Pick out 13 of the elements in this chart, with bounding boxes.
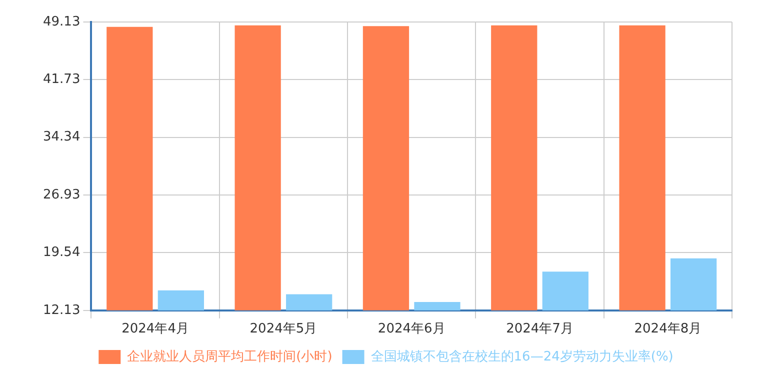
- x-tick-label: 2024年5月: [250, 322, 318, 337]
- y-tick-label: 19.54: [43, 245, 80, 260]
- x-tick-label: 2024年8月: [634, 322, 702, 337]
- y-tick-label: 34.34: [43, 130, 80, 145]
- y-tick-label: 12.13: [43, 302, 80, 318]
- legend-label: 企业就业人员周平均工作时间(小时): [127, 349, 332, 364]
- x-tick-label: 2024年4月: [122, 322, 189, 337]
- y-tick-label: 41.73: [43, 72, 80, 88]
- x-tick-label: 2024年6月: [378, 322, 446, 337]
- x-tick-label: 2024年7月: [506, 322, 574, 337]
- legend-label: 全国城镇不包含在校生的16—24岁劳动力失业率(%): [370, 348, 674, 364]
- y-tick-label: 26.93: [43, 187, 80, 202]
- y-tick-label: 49.13: [43, 14, 80, 30]
